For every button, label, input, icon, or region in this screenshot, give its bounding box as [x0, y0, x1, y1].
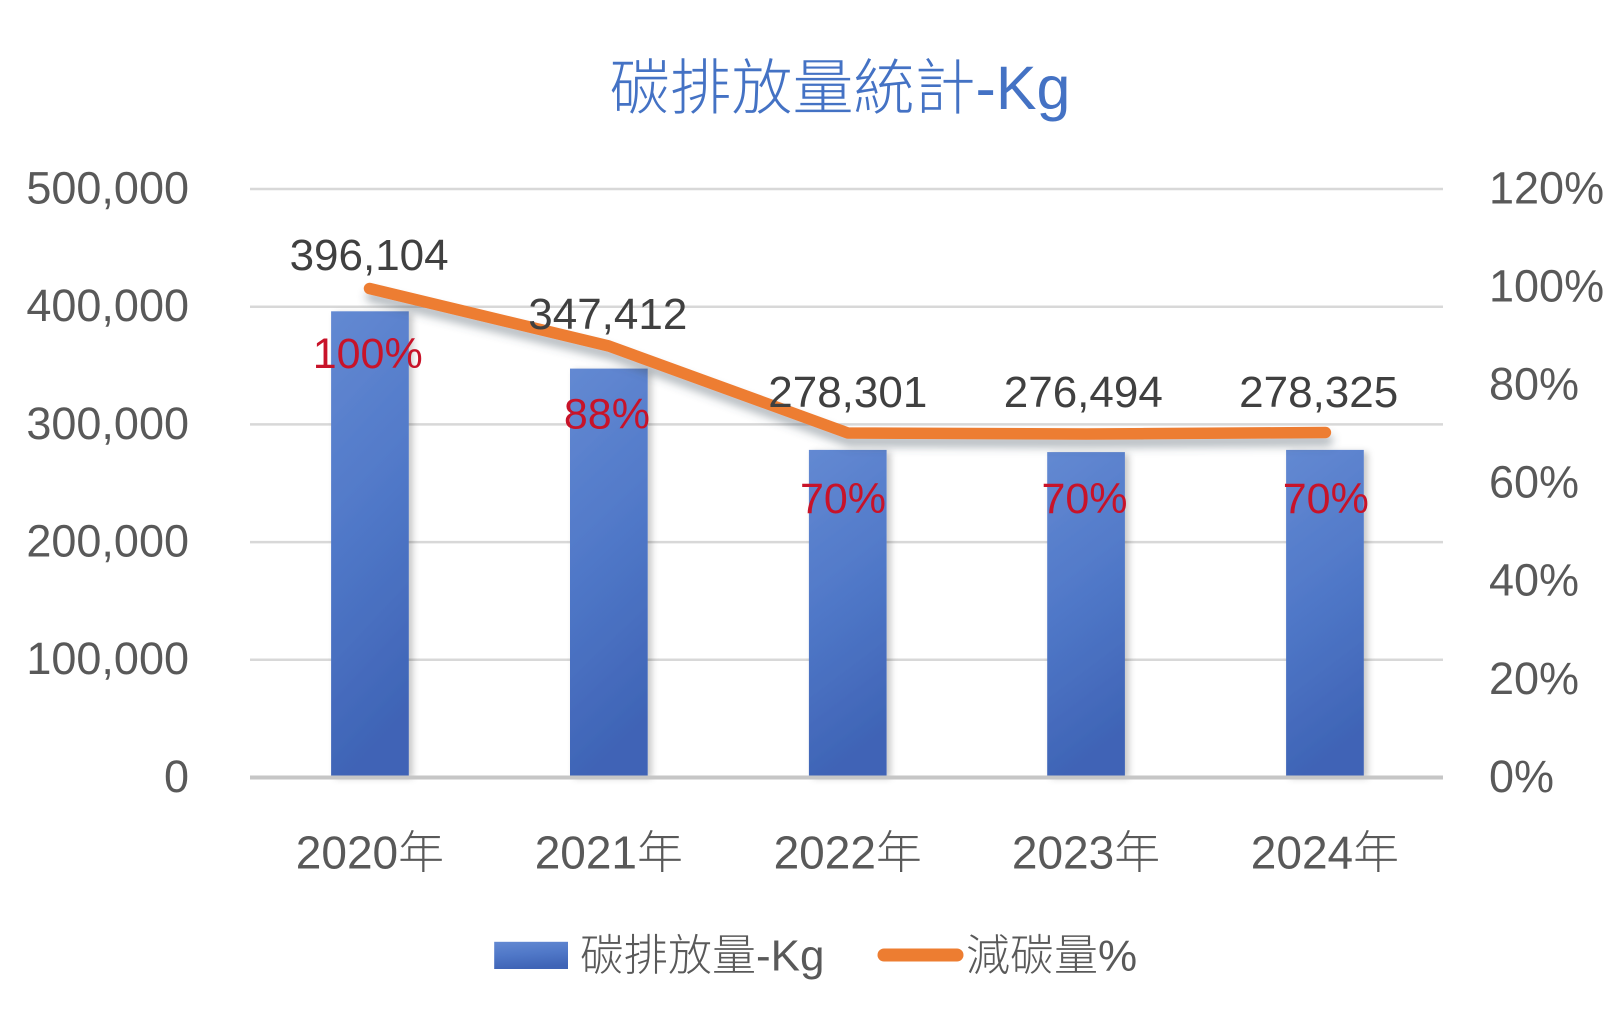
svg-text:-Kg: -Kg [756, 932, 824, 981]
svg-text:347,412: 347,412 [528, 290, 687, 339]
svg-text:400,000: 400,000 [26, 280, 189, 331]
svg-text:200,000: 200,000 [26, 516, 189, 567]
svg-text:500,000: 500,000 [26, 162, 189, 213]
svg-text:2021: 2021 [535, 827, 637, 879]
svg-text:88%: 88% [564, 390, 650, 438]
svg-text:120%: 120% [1489, 162, 1604, 213]
svg-text:0: 0 [164, 751, 189, 802]
svg-text:70%: 70% [1283, 475, 1369, 523]
svg-text:300,000: 300,000 [26, 398, 189, 449]
svg-text:%: % [1098, 932, 1137, 981]
svg-text:-Kg: -Kg [976, 54, 1071, 122]
svg-text:2024: 2024 [1251, 827, 1353, 879]
svg-text:276,494: 276,494 [1004, 368, 1163, 417]
svg-text:278,301: 278,301 [768, 368, 927, 417]
svg-text:0%: 0% [1489, 751, 1554, 802]
svg-text:278,325: 278,325 [1239, 368, 1398, 417]
svg-text:70%: 70% [1041, 475, 1127, 523]
svg-text:20%: 20% [1489, 653, 1579, 704]
svg-text:2023: 2023 [1012, 827, 1114, 879]
svg-text:80%: 80% [1489, 359, 1579, 410]
svg-text:2020: 2020 [296, 827, 398, 879]
svg-text:2022: 2022 [774, 827, 876, 879]
svg-text:60%: 60% [1489, 457, 1579, 508]
svg-text:40%: 40% [1489, 555, 1579, 606]
svg-text:396,104: 396,104 [290, 231, 449, 280]
svg-text:100%: 100% [1489, 261, 1604, 312]
svg-text:100,000: 100,000 [26, 633, 189, 684]
svg-text:100%: 100% [313, 330, 423, 378]
svg-text:70%: 70% [800, 475, 886, 523]
